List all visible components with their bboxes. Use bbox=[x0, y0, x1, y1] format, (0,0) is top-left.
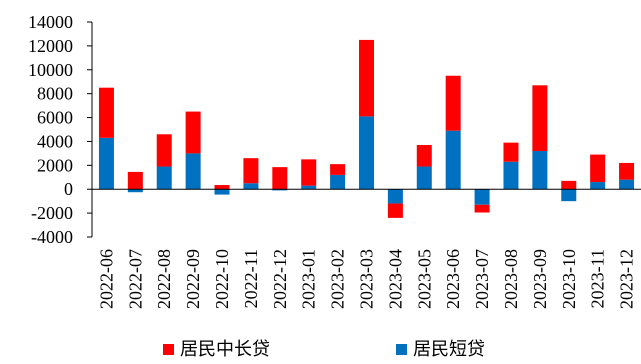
y-tick-label: 6000 bbox=[37, 108, 73, 128]
bar-series-0-2023-06 bbox=[445, 130, 461, 190]
legend: 居民中长贷 居民短贷 bbox=[163, 339, 485, 360]
x-tick-label: 2023-11 bbox=[588, 249, 608, 308]
bar-series-1-2023-05 bbox=[416, 145, 432, 167]
legend-label-series-1: 居民中长贷 bbox=[180, 339, 270, 360]
x-tick-label: 2022-11 bbox=[241, 249, 261, 308]
x-tick-label: 2022-07 bbox=[125, 249, 145, 309]
bar-series-0-2023-12 bbox=[619, 179, 635, 190]
x-tick-label: 2023-04 bbox=[385, 249, 405, 309]
x-tick-label: 2022-09 bbox=[183, 249, 203, 309]
bar-series-1-2023-10 bbox=[561, 180, 577, 190]
y-tick-label: -4000 bbox=[31, 227, 73, 247]
x-tick-label: 2023-02 bbox=[328, 249, 348, 309]
legend-label-series-0: 居民短贷 bbox=[413, 339, 485, 360]
y-tick-label: -2000 bbox=[31, 203, 73, 223]
x-tick-label: 2023-08 bbox=[501, 249, 521, 309]
bar-series-0-2023-10 bbox=[561, 189, 577, 202]
bar-series-1-2022-08 bbox=[156, 134, 172, 167]
x-tick-label: 2023-06 bbox=[443, 249, 463, 309]
x-tick-label: 2023-03 bbox=[357, 249, 377, 309]
x-tick-label: 2022-10 bbox=[212, 249, 232, 309]
y-tick-label: 4000 bbox=[37, 131, 73, 151]
bar-series-1-2023-07 bbox=[474, 204, 490, 213]
y-tick-label: 8000 bbox=[37, 84, 73, 104]
bar-series-1-2022-10 bbox=[214, 185, 230, 190]
y-tick-label: 12000 bbox=[28, 36, 73, 56]
y-tick-label: 2000 bbox=[37, 155, 73, 175]
bar-series-1-2023-11 bbox=[590, 154, 606, 183]
y-tick-label: 0 bbox=[64, 179, 73, 199]
bar-series-0-2023-04 bbox=[387, 189, 403, 204]
bar-series-0-2023-08 bbox=[503, 161, 519, 190]
legend-swatch-series-1 bbox=[163, 344, 174, 355]
bar-series-0-2023-09 bbox=[532, 151, 548, 190]
bar-series-1-2023-08 bbox=[503, 142, 519, 162]
bar-series-0-2022-09 bbox=[185, 153, 201, 190]
y-axis: 14000 12000 10000 8000 6000 4000 2000 0 -2000 -40… bbox=[28, 12, 93, 247]
bar-series-0-2023-03 bbox=[359, 116, 374, 190]
bar-series-1-2023-01 bbox=[301, 159, 317, 186]
x-tick-label: 2023-05 bbox=[414, 249, 434, 309]
bar-series-0-2023-07 bbox=[474, 189, 490, 205]
bar-series-0-2023-11 bbox=[590, 182, 606, 190]
bar-series-0-2022-12 bbox=[272, 189, 288, 191]
bar-series-0-2022-11 bbox=[243, 183, 259, 190]
x-tick-label: 2022-06 bbox=[96, 249, 116, 309]
bar-series-0-2022-10 bbox=[214, 189, 230, 195]
x-tick-label: 2023-09 bbox=[530, 249, 550, 309]
bar-series-1-2022-06 bbox=[98, 87, 114, 138]
legend-swatch-series-0 bbox=[396, 344, 407, 355]
bar-series-1-2023-06 bbox=[445, 75, 461, 131]
x-axis: 2022-06 2022-07 2022-08 2022-09 2022-10 2022-… bbox=[92, 188, 641, 309]
bar-series-0-2022-07 bbox=[127, 189, 143, 193]
bar-series-1-2022-07 bbox=[127, 171, 143, 190]
y-tick-label: 10000 bbox=[28, 60, 73, 80]
bars bbox=[98, 39, 635, 218]
bar-series-1-2022-12 bbox=[272, 167, 288, 190]
x-tick-label: 2023-07 bbox=[472, 249, 492, 309]
x-tick-label: 2023-10 bbox=[559, 249, 579, 309]
x-tick-label: 2022-12 bbox=[270, 249, 290, 309]
bar-series-0-2022-06 bbox=[98, 137, 114, 190]
bar-series-1-2023-09 bbox=[532, 85, 548, 151]
bar-series-1-2023-02 bbox=[330, 164, 346, 175]
bar-series-1-2023-04 bbox=[387, 203, 403, 218]
bar-series-0-2023-05 bbox=[416, 166, 432, 190]
bar-series-1-2022-11 bbox=[243, 158, 259, 184]
bar-series-1-2023-03 bbox=[359, 39, 374, 117]
bar-series-0-2023-02 bbox=[330, 174, 346, 190]
bar-series-0-2023-01 bbox=[301, 185, 317, 190]
x-tick-label: 2023-01 bbox=[299, 249, 319, 309]
x-tick-label: 2022-08 bbox=[154, 249, 174, 309]
bar-series-0-2022-08 bbox=[156, 166, 172, 190]
bar-series-1-2022-09 bbox=[185, 111, 201, 154]
bar-series-1-2023-12 bbox=[619, 162, 635, 180]
y-tick-label: 14000 bbox=[28, 12, 73, 32]
x-tick-label: 2023-12 bbox=[617, 249, 637, 309]
